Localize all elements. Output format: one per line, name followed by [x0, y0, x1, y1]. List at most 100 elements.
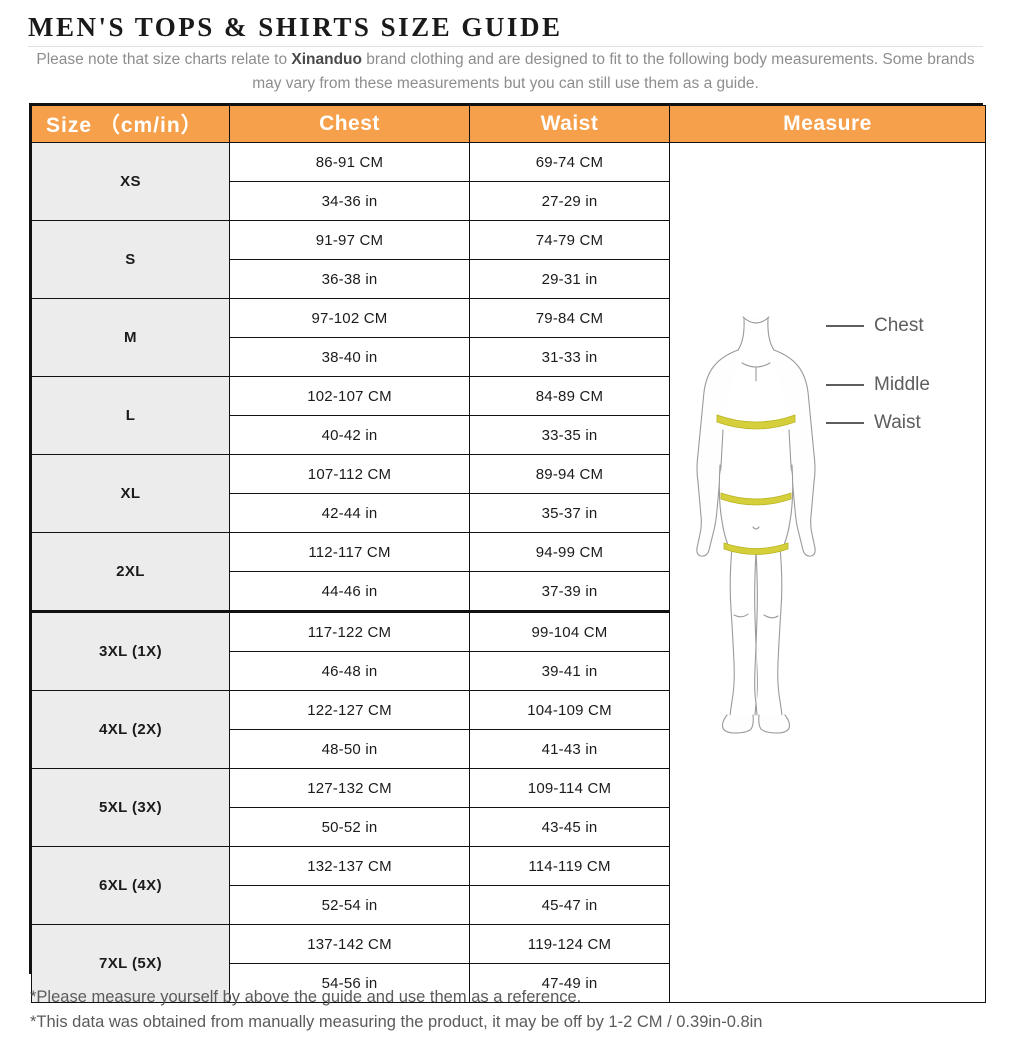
size-label-cell: M — [31, 298, 230, 377]
page-subtitle: Please note that size charts relate to X… — [28, 48, 983, 96]
legend-dash-icon — [826, 325, 864, 327]
chest-in-cell: 42-44 in — [229, 493, 470, 533]
waist-in-cell: 47-49 in — [469, 963, 670, 1003]
waist-cm-cell: 79-84 CM — [469, 298, 670, 338]
size-chart-table: Size （cm/in） Chest Waist Measure XS 86-91… — [31, 105, 986, 1003]
size-label-cell: 2XL — [31, 532, 230, 612]
table-row: 52-54 in 45-47 in — [32, 885, 986, 925]
waist-cm-cell: 69-74 CM — [469, 142, 670, 182]
size-label-cell: XL — [31, 454, 230, 533]
table-row: 50-52 in 43-45 in — [32, 807, 986, 847]
table-row: 38-40 in 31-33 in — [32, 337, 986, 377]
chest-cm-cell: 107-112 CM — [229, 454, 470, 494]
chest-cm-cell: 137-142 CM — [229, 924, 470, 964]
legend-item-waist: Waist — [826, 412, 921, 434]
table-row: L 102-107 CM 84-89 CM — [31, 376, 986, 455]
waist-cm-cell: 119-124 CM — [469, 924, 670, 964]
waist-in-cell: 43-45 in — [469, 807, 670, 847]
size-label-cell: XS — [31, 142, 230, 221]
chest-measure-band — [716, 414, 796, 430]
legend-label: Chest — [874, 315, 924, 336]
column-header-chest: Chest — [229, 105, 470, 143]
brand-name: Xinanduo — [291, 51, 362, 68]
table-body: XS 86-91 CM 69-74 CM Chest Middle Waist 34-36 … — [31, 142, 986, 1003]
body-figure-box: Chest Middle Waist — [670, 143, 986, 1002]
chest-cm-cell: 91-97 CM — [229, 220, 470, 260]
waist-cm-cell: 89-94 CM — [469, 454, 670, 494]
table-header: Size （cm/in） Chest Waist Measure — [31, 105, 986, 143]
middle-measure-band — [720, 492, 792, 506]
chest-cm-cell: 127-132 CM — [229, 768, 470, 808]
subtitle-prefix: Please note that size charts relate to — [36, 51, 292, 68]
waist-measure-band — [723, 542, 789, 555]
chest-cm-cell: 132-137 CM — [229, 846, 470, 886]
title-divider — [28, 46, 983, 47]
waist-in-cell: 33-35 in — [469, 415, 670, 455]
waist-cm-cell: 84-89 CM — [469, 376, 670, 416]
size-label-cell: 7XL (5X) — [31, 924, 230, 1003]
size-label-cell: 4XL (2X) — [31, 690, 230, 769]
table-row: 44-46 in 37-39 in — [32, 571, 986, 612]
waist-cm-cell: 104-109 CM — [469, 690, 670, 730]
table-row: XS 86-91 CM 69-74 CM Chest Middle Waist — [31, 142, 986, 1003]
table-row: 48-50 in 41-43 in — [32, 729, 986, 769]
note-measure-yourself: *Please measure yourself by above the gu… — [30, 988, 582, 1006]
waist-in-cell: 35-37 in — [469, 493, 670, 533]
waist-in-cell: 37-39 in — [469, 571, 670, 612]
table-row: XL 107-112 CM 89-94 CM — [31, 454, 986, 533]
table-row: 40-42 in 33-35 in — [32, 415, 986, 455]
column-header-measure: Measure — [669, 105, 986, 143]
chest-in-cell: 38-40 in — [229, 337, 470, 377]
column-header-waist: Waist — [469, 105, 670, 143]
chest-in-cell: 50-52 in — [229, 807, 470, 847]
waist-in-cell: 27-29 in — [469, 181, 670, 221]
size-label-cell: 5XL (3X) — [31, 768, 230, 847]
waist-in-cell: 39-41 in — [469, 651, 670, 691]
waist-cm-cell: 74-79 CM — [469, 220, 670, 260]
subtitle-suffix: brand clothing and are designed to fit t… — [252, 51, 975, 92]
chest-in-cell: 36-38 in — [229, 259, 470, 299]
legend-label: Middle — [874, 374, 930, 395]
size-label-cell: S — [31, 220, 230, 299]
waist-in-cell: 45-47 in — [469, 885, 670, 925]
chest-cm-cell: 102-107 CM — [229, 376, 470, 416]
size-label-cell: L — [31, 376, 230, 455]
legend-dash-icon — [826, 422, 864, 424]
waist-cm-cell: 94-99 CM — [469, 532, 670, 572]
table-row: 7XL (5X) 137-142 CM 119-124 CM — [31, 924, 986, 1003]
body-outline-illustration — [696, 316, 816, 734]
column-header-size: Size （cm/in） — [31, 105, 230, 143]
note-tolerance: *This data was obtained from manually me… — [30, 1013, 763, 1031]
waist-cm-cell: 114-119 CM — [469, 846, 670, 886]
chest-cm-cell: 122-127 CM — [229, 690, 470, 730]
legend-item-middle: Middle — [826, 374, 930, 396]
table-row: 46-48 in 39-41 in — [32, 651, 986, 691]
size-label-cell: 3XL (1X) — [31, 610, 230, 691]
chest-cm-cell: 112-117 CM — [229, 532, 470, 572]
chest-in-cell: 52-54 in — [229, 885, 470, 925]
table-row: 54-56 in 47-49 in — [32, 963, 986, 1003]
chest-in-cell: 54-56 in — [229, 963, 470, 1003]
page-title: MEN'S TOPS & SHIRTS SIZE GUIDE — [28, 12, 563, 42]
chest-cm-cell: 117-122 CM — [229, 610, 470, 652]
waist-in-cell: 29-31 in — [469, 259, 670, 299]
chest-in-cell: 46-48 in — [229, 651, 470, 691]
waist-cm-cell: 109-114 CM — [469, 768, 670, 808]
measure-diagram-cell: Chest Middle Waist — [669, 142, 986, 1003]
legend-label: Waist — [874, 412, 921, 433]
table-row: 2XL 112-117 CM 94-99 CM — [31, 532, 986, 612]
waist-cm-cell: 99-104 CM — [469, 610, 670, 652]
table-row: 42-44 in 35-37 in — [32, 493, 986, 533]
chest-in-cell: 48-50 in — [229, 729, 470, 769]
chest-in-cell: 34-36 in — [229, 181, 470, 221]
size-label-cell: 6XL (4X) — [31, 846, 230, 925]
table-row: 34-36 in 27-29 in — [32, 181, 986, 221]
header-row: Size （cm/in） Chest Waist Measure — [31, 105, 986, 143]
legend-dash-icon — [826, 384, 864, 386]
table-row: 36-38 in 29-31 in — [32, 259, 986, 299]
footer-notes: *Please measure yourself by above the gu… — [30, 985, 970, 1035]
chest-in-cell: 44-46 in — [229, 571, 470, 612]
chest-cm-cell: 97-102 CM — [229, 298, 470, 338]
size-chart-table-container: Size （cm/in） Chest Waist Measure XS 86-91… — [29, 103, 986, 1003]
